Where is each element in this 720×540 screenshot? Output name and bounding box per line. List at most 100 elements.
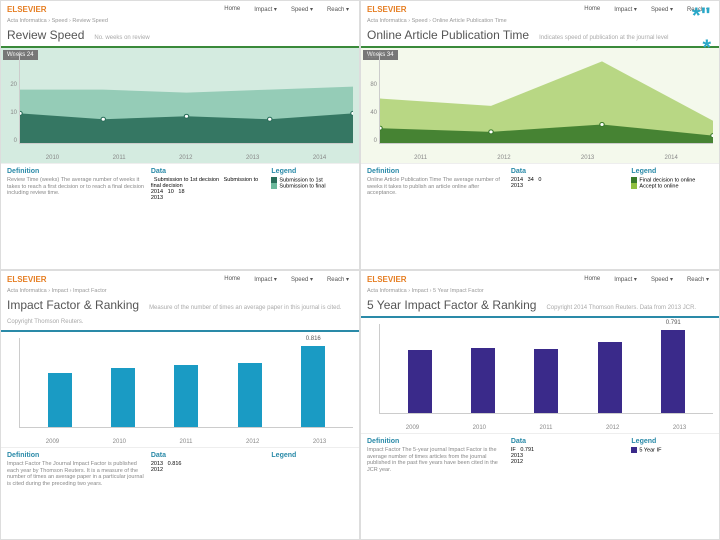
info-section: Definition Impact Factor The 5-year journ… <box>361 433 719 477</box>
data-col: Data2014 34 02013 <box>511 168 628 197</box>
bar: 0.791 <box>661 330 685 413</box>
data-row: Submission to 1st decision Submission to… <box>151 177 268 189</box>
logo: ELSEVIER <box>367 5 407 14</box>
data-heading: Data <box>151 168 268 175</box>
def-heading: Definition <box>367 438 507 445</box>
definition-col: Definition Online Article Publication Tim… <box>367 168 507 197</box>
nav-item[interactable]: Home <box>220 4 244 15</box>
nav-item[interactable]: Home <box>580 4 604 15</box>
def-text: Online Article Publication Time The aver… <box>367 177 507 197</box>
subtitle: Indicates speed of publication at the jo… <box>539 35 668 41</box>
nav-item[interactable]: Home <box>580 274 604 285</box>
definition-col: DefinitionImpact Factor The Journal Impa… <box>7 452 147 487</box>
header: ELSEVIER Home Impact ▾ Speed ▾ Reach ▾ <box>1 1 359 18</box>
data-row: 2012 <box>511 459 628 465</box>
chart: Weeks 24 3020100 20102011201220132014 <box>1 48 359 163</box>
nav: Home Impact ▾ Speed ▾ Reach ▾ <box>580 274 713 285</box>
subtitle: Measure of the number of times an averag… <box>7 305 342 325</box>
bar <box>174 365 198 427</box>
legend-heading: Legend <box>631 168 713 175</box>
def-heading: Definition <box>7 452 147 459</box>
legend-heading: Legend <box>271 452 353 459</box>
panel-title: 5 Year Impact Factor & RankingCopyright … <box>361 294 719 318</box>
subtitle: Copyright 2014 Thomson Reuters. Data fro… <box>546 305 696 311</box>
logo: ELSEVIER <box>7 5 47 14</box>
def-heading: Definition <box>367 168 507 175</box>
nav-item[interactable]: Reach ▾ <box>323 274 353 285</box>
bar-value: 0.816 <box>301 336 325 342</box>
def-heading: Definition <box>7 168 147 175</box>
nav-item[interactable]: Speed ▾ <box>287 274 317 285</box>
nav-item[interactable]: Speed ▾ <box>287 4 317 15</box>
bar <box>408 350 432 413</box>
nav-item[interactable]: Impact ▾ <box>610 274 641 285</box>
x-axis: 20092010201120122013 <box>379 425 713 431</box>
y-axis: 3020100 <box>5 54 17 144</box>
panel-title: Review SpeedNo. weeks on review <box>1 24 359 48</box>
star-icon: *" <box>692 3 711 29</box>
nav-item[interactable]: Impact ▾ <box>250 4 281 15</box>
definition-col: Definition Impact Factor The 5-year journ… <box>367 438 507 473</box>
x-axis: 2011201220132014 <box>379 155 713 161</box>
data-heading: Data <box>511 168 628 175</box>
data-heading: Data <box>151 452 268 459</box>
nav-item[interactable]: Speed ▾ <box>647 274 677 285</box>
plot-area <box>379 54 713 144</box>
legend-item: Accept to online <box>631 183 713 189</box>
subtitle: No. weeks on review <box>94 35 149 41</box>
legend-col: LegendFinal decision to onlineAccept to … <box>631 168 713 197</box>
legend-item: Submission to final <box>271 183 353 189</box>
legend-col: Legend <box>271 452 353 487</box>
panel-title: Impact Factor & RankingMeasure of the nu… <box>1 294 359 332</box>
data-col: Data2013 0.8162012 <box>151 452 268 487</box>
header: ELSEVIER Home Impact ▾ Speed ▾ Reach ▾ <box>361 271 719 288</box>
nav-item[interactable]: Impact ▾ <box>610 4 641 15</box>
panel-publication-time: ELSEVIER HomeImpact ▾Speed ▾Reach ▾ Acta… <box>360 0 720 270</box>
data-row: 2013 <box>511 183 628 189</box>
nav: Home Impact ▾ Speed ▾ Reach ▾ <box>220 4 353 15</box>
chart: 0.791 20092010201120122013 <box>361 318 719 433</box>
bar <box>111 368 135 427</box>
logo: ELSEVIER <box>7 275 47 284</box>
data-row: 2012 <box>151 467 268 473</box>
def-text: Impact Factor The 5-year journal Impact … <box>367 447 507 473</box>
plot-area: 0.816 <box>19 338 353 428</box>
data-col: Data Submission to 1st decision Submissi… <box>151 168 268 201</box>
chart: 0.816 20092010201120122013 <box>1 332 359 447</box>
chart: Weeks 34 12080400 2011201220132014 <box>361 48 719 163</box>
data-row: 2013 <box>151 195 268 201</box>
bar-value: 0.791 <box>661 320 685 326</box>
panel-impact-factor: ELSEVIER HomeImpact ▾Speed ▾Reach ▾ Acta… <box>0 270 360 540</box>
nav-item[interactable]: Reach ▾ <box>323 4 353 15</box>
info-section: Definition Review Time (weeks) The averag… <box>1 163 359 205</box>
x-axis: 20102011201220132014 <box>19 155 353 161</box>
bar: 0.816 <box>301 346 325 427</box>
info-section: Definition Online Article Publication Tim… <box>361 163 719 201</box>
nav-item[interactable]: Home <box>220 274 244 285</box>
x-axis: 20092010201120122013 <box>19 439 353 445</box>
data-col: DataIF 0.7912013 2012 <box>511 438 628 473</box>
bar <box>534 349 558 413</box>
legend-item: 5 Year IF <box>631 447 713 453</box>
legend-heading: Legend <box>271 168 353 175</box>
plot-area <box>19 54 353 144</box>
bar <box>238 363 262 427</box>
panel-review-speed: ELSEVIER HomeImpact ▾Speed ▾Reach ▾ Acta… <box>0 0 360 270</box>
plot-area: 0.791 <box>379 324 713 414</box>
nav-item[interactable]: Speed ▾ <box>647 4 677 15</box>
legend-heading: Legend <box>631 438 713 445</box>
bar <box>598 342 622 413</box>
data-heading: Data <box>511 438 628 445</box>
star-icon: * <box>702 35 711 61</box>
logo: ELSEVIER <box>367 275 407 284</box>
def-text: Review Time (weeks) The average number o… <box>7 177 147 197</box>
legend-col: Legend 5 Year IF <box>631 438 713 473</box>
nav: Home Impact ▾ Speed ▾ Reach ▾ <box>220 274 353 285</box>
legend-col: LegendSubmission to 1stSubmission to fin… <box>271 168 353 201</box>
bar <box>48 373 72 427</box>
y-axis: 12080400 <box>365 54 377 144</box>
bar <box>471 348 495 413</box>
header: ELSEVIER HomeImpact ▾Speed ▾Reach ▾ <box>361 1 719 18</box>
nav-item[interactable]: Reach ▾ <box>683 274 713 285</box>
nav-item[interactable]: Impact ▾ <box>250 274 281 285</box>
